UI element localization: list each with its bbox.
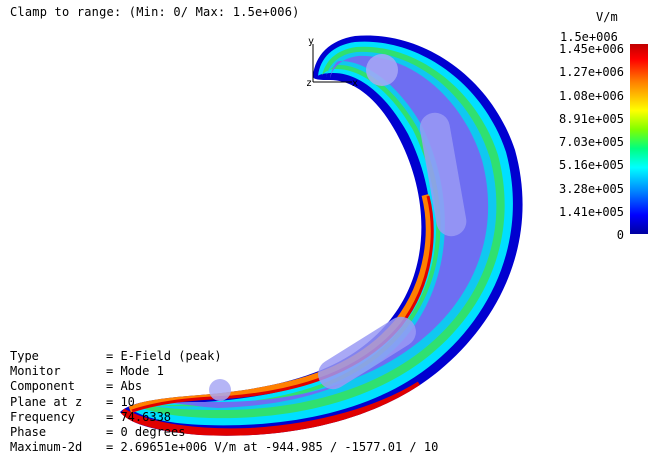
rod-marker-lower: [318, 316, 416, 390]
info-key: Plane at z: [10, 394, 83, 409]
info-row-maximum: Maximum-2d = 2.69651e+006 V/m at -944.985…: [10, 440, 438, 455]
axis-z-label: z: [306, 78, 312, 89]
info-key: Phase: [10, 425, 47, 440]
info-row-type: Type = E-Field (peak): [10, 349, 438, 364]
hole-marker-top: [366, 54, 398, 86]
legend-unit: V/m: [596, 10, 618, 24]
legend-label: 1.27e+006: [558, 65, 624, 80]
info-key: Component: [10, 379, 76, 394]
info-value: = 2.69651e+006 V/m at -944.985 / -1577.0…: [106, 440, 439, 455]
legend-label: 5.16e+005: [558, 158, 624, 173]
info-value: = E-Field (peak): [106, 349, 222, 363]
legend-label: 1.41e+005: [558, 205, 624, 220]
info-key: Monitor: [10, 364, 61, 379]
legend-label: 8.91e+005: [558, 111, 624, 126]
legend-label: 3.28e+005: [558, 181, 624, 196]
info-row-component: Component = Abs: [10, 379, 438, 394]
legend-max-value: 1.5e+006: [560, 30, 618, 44]
info-value: = Abs: [106, 379, 143, 394]
info-value: = Mode 1: [106, 364, 164, 379]
info-value: = 10: [106, 394, 135, 409]
info-row-monitor: Monitor = Mode 1: [10, 364, 438, 379]
info-key: Type: [10, 349, 39, 363]
info-row-phase: Phase = 0 degrees: [10, 425, 438, 440]
field-lower-red-lip: [120, 381, 423, 436]
legend-label: 7.03e+005: [558, 135, 624, 150]
info-panel: Type = E-Field (peak) Monitor = Mode 1 Com…: [10, 349, 438, 455]
legend-label: 1.45e+006: [558, 42, 624, 56]
axis-x-label: x: [352, 78, 358, 89]
axis-y-label: y: [308, 36, 314, 47]
info-value: = 74.6338: [106, 409, 172, 424]
legend-color-bar: [630, 44, 648, 234]
clamp-range-label: Clamp to range: (Min: 0/ Max: 1.5e+006): [10, 5, 300, 19]
info-key: Maximum-2d: [10, 440, 83, 455]
info-value: = 0 degrees: [106, 425, 186, 440]
info-key: Frequency: [10, 409, 76, 424]
legend-label: 1.08e+006: [558, 88, 624, 103]
info-row-plane: Plane at z = 10: [10, 395, 438, 410]
info-row-frequency: Frequency = 74.6338: [10, 410, 438, 425]
rod-marker-upper: [419, 112, 467, 237]
legend-labels: 1.45e+006 1.27e+006 1.08e+006 8.91e+005 …: [540, 38, 624, 248]
legend-label: 0: [616, 228, 624, 243]
hole-marker-bottom: [209, 379, 231, 401]
